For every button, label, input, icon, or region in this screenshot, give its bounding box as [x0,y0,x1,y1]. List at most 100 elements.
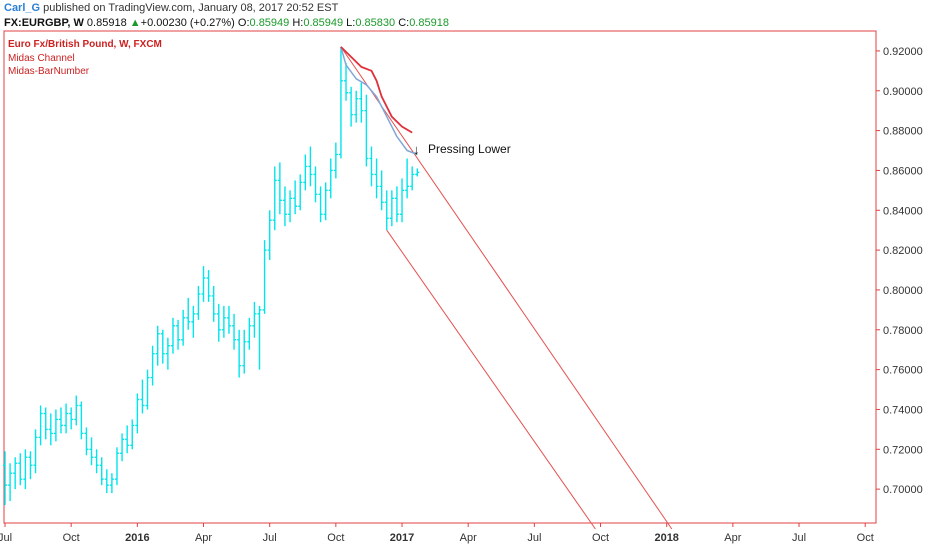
ohlc-bar [272,166,277,231]
y-tick-label: 0.92000 [883,46,923,58]
ohlc-bar [211,285,216,322]
x-tick-label: Oct [63,532,80,544]
ohlc-bar [94,449,99,474]
ohlc-bar [191,305,196,338]
x-tick-label: Jul [0,532,12,544]
ohlc-bar [298,174,303,211]
last-price: 0.85918 [86,17,127,29]
ohlc-bar [140,379,145,414]
y-tick-label: 0.72000 [883,444,923,456]
close-value: 0.85918 [409,17,449,29]
x-tick-label: Apr [195,532,212,544]
ohlc-bar [8,463,13,502]
y-tick-label: 0.80000 [883,285,923,297]
y-tick-label: 0.74000 [883,404,923,416]
ohlc-bar [282,186,287,227]
ohlc-bar [313,166,318,203]
ohlc-bar [58,407,63,434]
y-tick-label: 0.86000 [883,165,923,177]
x-tick-label: 2017 [390,532,414,544]
ohlc-bar [415,168,420,177]
ohlc-bar [216,303,221,342]
x-tick-label: 2018 [654,532,678,544]
legend-item-midas-channel: Midas Channel [8,53,75,64]
ohlc-bar [186,297,191,330]
y-tick-label: 0.84000 [883,205,923,217]
symbol-line: FX:EURGBP, W 0.85918 ▲+0.00230 (+0.27%) … [4,17,449,29]
x-tick-label: 2016 [125,532,149,544]
ohlc-bar [135,393,140,434]
ohlc-bar [232,313,237,350]
ohlc-bar [344,62,349,101]
ohlc-bar [328,158,333,199]
ohlc-bar [374,158,379,199]
ohlc-bar [252,301,257,338]
ohlc-bar [89,437,94,466]
ohlc-bar [84,427,89,456]
ohlc-bar [262,240,267,314]
midas-lines [340,46,673,530]
x-tick-label: Jul [527,532,541,544]
ohlc-bar [28,451,33,480]
midas-channel-lower [386,229,596,530]
ohlc-bar [33,429,38,474]
ohlc-bar [384,190,389,231]
ohlc-bar [23,449,28,490]
ohlc-bar [338,46,343,159]
ohlc-bar [69,407,74,430]
ohlc-bar [53,409,58,442]
publisher-name[interactable]: Carl_G [4,2,41,14]
ohlc-bar [237,329,242,378]
ohlc-bar [120,433,125,462]
midas-resistance-curve [340,46,413,134]
ohlc-bar [242,329,247,374]
high-value: 0.85949 [303,17,344,29]
open-value: 0.85949 [249,17,290,29]
x-tick-label: Jul [263,532,277,544]
ohlc-bar [410,166,415,191]
ohlc-bar [79,401,84,440]
ohlc-bar [364,94,369,167]
ohlc-bar [18,453,23,486]
published-text: published on TradingView.com, January 08… [43,2,339,14]
ohlc-bar [359,82,364,123]
ohlc-bar [150,345,155,386]
ohlc-bar [109,473,114,494]
y-tick-label: 0.82000 [883,245,923,257]
ohlc-bar [288,190,293,223]
ohlc-bar [64,403,69,434]
x-tick-label: Apr [460,532,477,544]
y-tick-label: 0.88000 [883,126,923,138]
ohlc-bar [165,337,170,370]
ohlc-bar [176,319,181,350]
legend-title: Euro Fx/British Pound, W, FXCM [8,39,162,50]
high-label: H: [292,17,304,29]
ohlc-bar [400,178,405,223]
ohlc-bar [257,305,262,370]
legend-item-midas-barnumber: Midas-BarNumber [8,66,90,77]
ohlc-bar [303,154,308,191]
ohlc-bar [170,317,175,354]
y-tick-label: 0.76000 [883,365,923,377]
ohlc-bar [394,186,399,223]
ohlc-bar [333,142,338,179]
publisher-line: Carl_G published on TradingView.com, Jan… [4,2,338,14]
midas-support-curve [340,46,418,156]
x-axis[interactable]: Jul Oct 2016 Apr Jul Oct 2017 Apr Jul Oct 2018 Apr J… [0,523,874,544]
low-label: L: [346,17,356,29]
ohlc-bar [48,413,53,446]
ohlc-bar [201,266,206,302]
y-tick-label: 0.78000 [883,325,923,337]
ohlc-bar [323,182,328,221]
ohlc-bar [293,180,298,215]
ohlc-bar [145,369,150,410]
ohlc-bar [13,457,18,490]
ohlc-bar [277,162,282,215]
y-axis[interactable]: 0.70000 0.72000 0.74000 0.76000 0.78000 0.800… [876,46,923,496]
ohlc-bar [38,405,43,446]
x-tick-label: Oct [857,532,874,544]
ohlc-bar [226,305,231,334]
ohlc-bar [247,317,252,350]
x-tick-label: Apr [724,532,741,544]
